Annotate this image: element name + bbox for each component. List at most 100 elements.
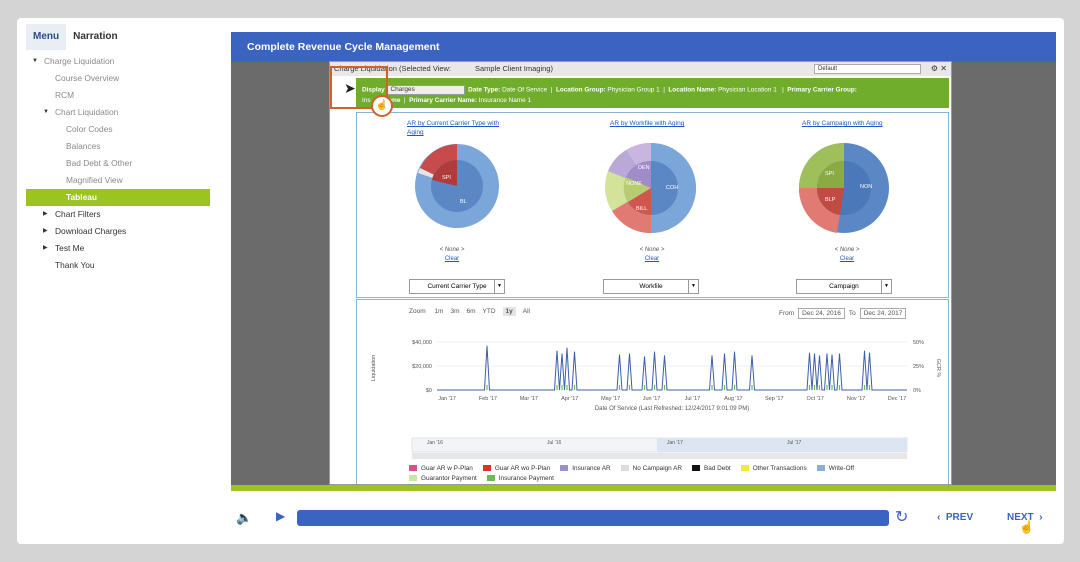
caret-down-icon[interactable]: ▼ (32, 58, 38, 64)
x-axis-label: Date Of Service (Last Refreshed: 12/24/2… (595, 406, 749, 412)
zoom-option[interactable]: 6m (466, 308, 476, 315)
workfile-select[interactable]: Workfile ▼ (603, 279, 699, 294)
settings-close-icon[interactable]: ⚙ ✕ (930, 64, 947, 73)
zoom-option[interactable]: 1y (502, 307, 516, 316)
legend-swatch (740, 465, 749, 472)
view-dropdown[interactable]: Default (814, 64, 921, 74)
caret-down-icon[interactable]: ▼ (43, 109, 49, 115)
pie-title-line1[interactable]: AR by Campaign with Aging (802, 120, 883, 127)
legend-item[interactable]: Bad Debt (692, 464, 731, 474)
filter-bar: Display Charges Date Type: Date Of Servi… (356, 78, 949, 108)
sidebar-item[interactable]: Thank You (26, 257, 214, 274)
zoom-option[interactable]: 3m (450, 308, 460, 315)
y-tick-label: $0 (426, 388, 432, 394)
pie-title-line2[interactable]: Aging (407, 129, 424, 136)
chart-legend: Guar AR w P-Plan Guar AR wo P-Plan Insuran… (409, 464, 929, 484)
pie-chart-workfile[interactable]: DEN NONE COH BILL (604, 141, 698, 235)
pie-title-line1[interactable]: AR by Current Carrier Type with (407, 120, 499, 127)
timeline-chart[interactable]: $0 $20,000 $40,000 0% 25% 50% Liquidation GCR %… (357, 322, 950, 482)
from-date-input[interactable]: Dec 24, 2016 (798, 308, 845, 319)
sidebar-item-label: Bad Debt & Other (66, 158, 133, 168)
timeline-panel: Zoom 1m 3m 6m YTD 1y All From Dec 24, 2016 To De… (356, 299, 950, 484)
replay-icon[interactable]: ↻ (895, 509, 909, 526)
zoom-label: Zoom (409, 308, 426, 315)
legend-item[interactable]: Write-Off (816, 464, 854, 474)
cursor-icon: ➤ (344, 80, 356, 96)
pie-label: BILL (636, 206, 647, 212)
sidebar-item[interactable]: RCM (26, 87, 214, 104)
sidebar-item[interactable]: Color Codes (26, 121, 214, 138)
navigator-window[interactable] (657, 438, 907, 452)
date-type-label: Date Type: (468, 86, 501, 94)
pie-none-label: < None > (834, 247, 860, 253)
slide-footer-bar (231, 485, 1056, 491)
sidebar-item[interactable]: Bad Debt & Other (26, 155, 214, 172)
primary-carrier-name-label: Primary Carrier Name: (409, 97, 477, 104)
legend-item[interactable]: Guar AR wo P-Plan (482, 464, 551, 474)
chevron-down-icon: ▼ (688, 280, 698, 293)
sidebar-item[interactable]: Balances (26, 138, 214, 155)
caret-right-icon[interactable]: ▶ (43, 245, 48, 251)
primary-carrier-group-label: Primary Carrier Group: (787, 86, 857, 94)
x-tick-label: Feb '17 (479, 396, 497, 402)
zoom-option[interactable]: All (522, 308, 530, 315)
prev-button[interactable]: ‹ PREV (937, 512, 974, 523)
navigator-scrollbar[interactable] (412, 453, 907, 459)
legend-item[interactable]: Insurance Payment (486, 474, 554, 484)
sidebar-item-label: Magnified View (66, 175, 123, 185)
legend-item[interactable]: Guar AR w P-Plan (409, 464, 473, 474)
legend-swatch (560, 465, 569, 472)
from-label: From (779, 310, 795, 317)
legend-swatch (620, 465, 629, 472)
zoom-option[interactable]: 1m (434, 308, 444, 315)
sidebar-item-label: Thank You (55, 260, 95, 270)
pie-charts-panel: AR by Current Carrier Type with Aging SP… (356, 112, 949, 298)
zoom-option[interactable]: YTD (482, 308, 496, 315)
caret-right-icon[interactable]: ▶ (43, 211, 48, 217)
pie-title-line1[interactable]: AR by Workfile with Aging (610, 120, 685, 127)
sidebar-item[interactable]: ▶ Test Me (26, 240, 214, 257)
pie-carrier-type: AR by Current Carrier Type with Aging SP… (357, 113, 547, 299)
sidebar-item[interactable]: ▼ Charge Liquidation (26, 53, 214, 70)
sidebar-tabs: Menu Narration (26, 24, 214, 50)
legend-label: Guar AR wo P-Plan (494, 465, 551, 472)
campaign-select[interactable]: Campaign ▼ (796, 279, 892, 294)
sidebar-item[interactable]: ▶ Download Charges (26, 223, 214, 240)
menu-tree: ▼ Charge Liquidation Course Overview RCM ▼ Ch… (26, 53, 214, 274)
sidebar-item[interactable]: Magnified View (26, 172, 214, 189)
tab-menu[interactable]: Menu (26, 24, 67, 50)
progress-bar[interactable] (297, 510, 889, 526)
pie-title[interactable]: AR by Campaign with Aging (802, 119, 883, 128)
sidebar-item[interactable]: Tableau (26, 189, 210, 206)
legend-item[interactable]: No Campaign AR (620, 464, 682, 474)
next-button[interactable]: NEXT › (1007, 512, 1043, 523)
display-select[interactable]: Charges (386, 85, 465, 95)
pie-title[interactable]: AR by Workfile with Aging (610, 119, 684, 128)
select-value: Workfile (639, 283, 663, 290)
sidebar-item[interactable]: ▶ Chart Filters (26, 206, 214, 223)
navigator-label: Jan '17 (667, 440, 683, 446)
x-tick-label: Apr '17 (561, 396, 578, 402)
pie-chart-campaign[interactable]: SPI NON BLP (797, 141, 891, 235)
tab-narration[interactable]: Narration (73, 31, 118, 42)
x-tick-label: Jun '17 (643, 396, 661, 402)
caret-right-icon[interactable]: ▶ (43, 228, 48, 234)
highlight-box (330, 66, 388, 109)
sidebar-item-label: Chart Liquidation (55, 107, 119, 117)
sidebar-item[interactable]: Course Overview (26, 70, 214, 87)
pie-title[interactable]: AR by Current Carrier Type with Aging (407, 119, 499, 137)
legend-item[interactable]: Guarantor Payment (409, 474, 477, 484)
pie-clear-link[interactable]: Clear (839, 256, 855, 262)
play-icon[interactable]: ▶ (276, 509, 286, 523)
volume-icon[interactable]: 🔈 (236, 510, 253, 525)
pie-chart-carrier[interactable]: SPI BL (412, 141, 502, 231)
sidebar-item[interactable]: ▼ Chart Liquidation (26, 104, 214, 121)
legend-swatch (486, 475, 495, 482)
pie-clear-link[interactable]: Clear (644, 256, 660, 262)
x-tick-label: Dec '17 (888, 396, 906, 402)
legend-item[interactable]: Other Transactions (740, 464, 807, 474)
carrier-type-select[interactable]: Current Carrier Type ▼ (409, 279, 505, 294)
legend-item[interactable]: Insurance AR (560, 464, 611, 474)
to-date-input[interactable]: Dec 24, 2017 (859, 308, 907, 319)
pie-clear-link[interactable]: Clear (444, 256, 460, 262)
